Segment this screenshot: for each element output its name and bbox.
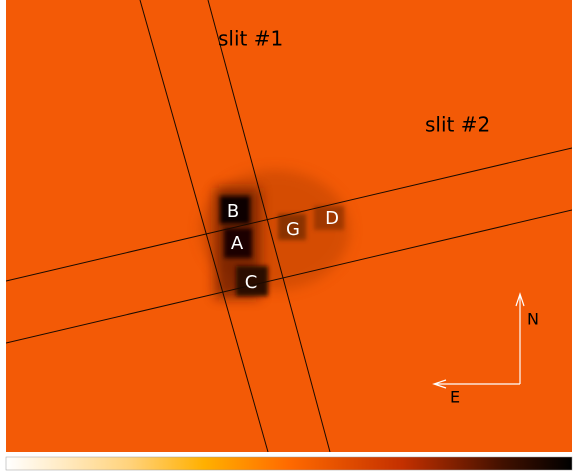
slit-label: slit #1	[218, 27, 283, 51]
source-label: D	[325, 208, 339, 229]
compass-label: N	[527, 310, 539, 329]
figure: slit #1 slit #2 B A C G D N E	[0, 0, 578, 472]
source-label: C	[245, 272, 258, 293]
slit-label: slit #2	[425, 113, 490, 137]
source-label: G	[286, 219, 300, 240]
source-label: B	[227, 201, 239, 222]
source-label: A	[231, 233, 244, 254]
colorbar	[6, 457, 572, 470]
compass-label: E	[450, 388, 460, 407]
